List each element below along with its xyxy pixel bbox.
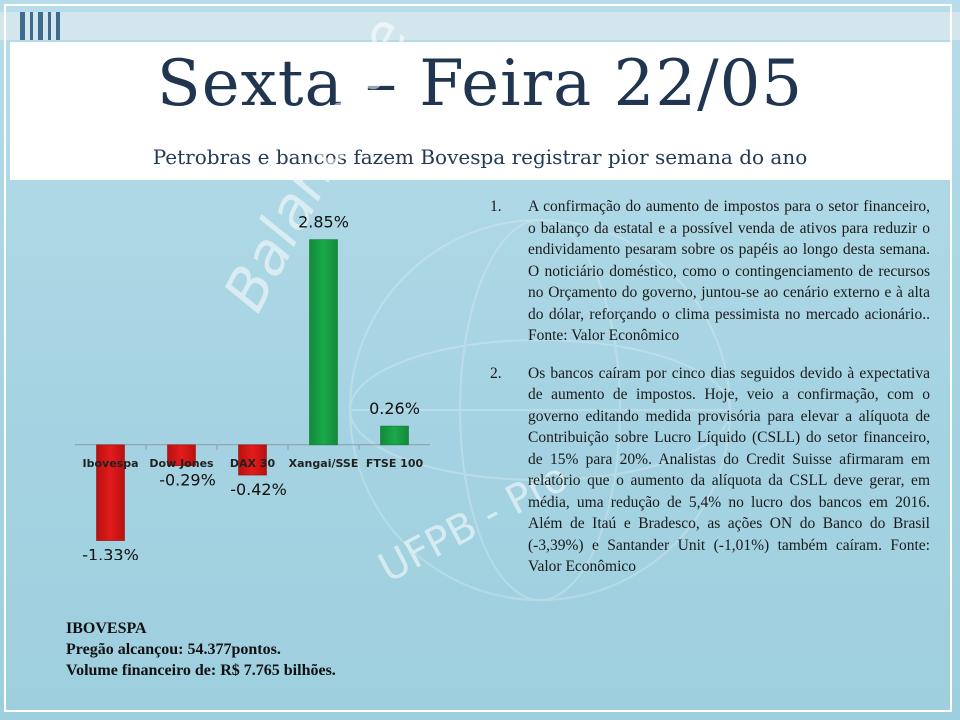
slide-frame <box>4 4 952 712</box>
bar-ibovespa <box>96 444 125 541</box>
ibovespa-volume: Volume financeiro de: R$ 7.765 bilhões. <box>66 662 336 679</box>
header-panel <box>10 42 950 180</box>
bar-xangai-sse <box>309 239 338 446</box>
top-strip <box>0 12 960 40</box>
list-item-text: Os bancos caíram por cinco dias seguidos… <box>528 364 930 576</box>
x-tick-label: Dow Jones <box>149 457 214 470</box>
x-tick-label: Ibovespa <box>83 457 139 470</box>
bar-dow-jones <box>167 444 196 466</box>
data-label: -0.42% <box>230 480 287 499</box>
ibovespa-heading: IBOVESPA <box>66 620 147 637</box>
bar-chart: Ibovespa -1.33% Dow Jones-0.29% DAX 30 -0.42… <box>75 213 430 560</box>
bar-ftse-100 <box>380 425 409 446</box>
list-item: 1. A confirmação do aumento de impostos … <box>490 196 930 347</box>
list-item-number: 2. <box>490 364 502 382</box>
data-label: 2.85% <box>298 213 349 232</box>
decorative-stripes <box>20 12 64 40</box>
ibovespa-points: Pregão alcançou: 54.377pontos. <box>66 641 281 658</box>
list-item-number: 1. <box>490 198 502 215</box>
x-tick-label: DAX 30 <box>230 457 276 470</box>
news-list: 1. A confirmação do aumento de impostos … <box>490 196 930 578</box>
list-item-text: A confirmação do aumento de impostos par… <box>528 198 930 344</box>
ibovespa-summary: IBOVESPA Pregão alcançou: 54.377pontos. … <box>66 618 336 681</box>
page-title: Sexta – Feira 22/05 <box>156 47 804 121</box>
x-tick-label: FTSE 100 <box>366 457 424 470</box>
page-subtitle: Petrobras e bancos fazem Bovespa registr… <box>152 145 808 169</box>
data-label: -0.29% <box>159 471 216 490</box>
bar-dax-30 <box>238 444 267 476</box>
data-label: 0.26% <box>369 399 420 418</box>
x-tick-label: Xangai/SSE <box>289 457 359 470</box>
data-label: -1.33% <box>82 546 139 560</box>
list-item: 2. Os bancos caíram por cinco dias segui… <box>490 363 930 578</box>
